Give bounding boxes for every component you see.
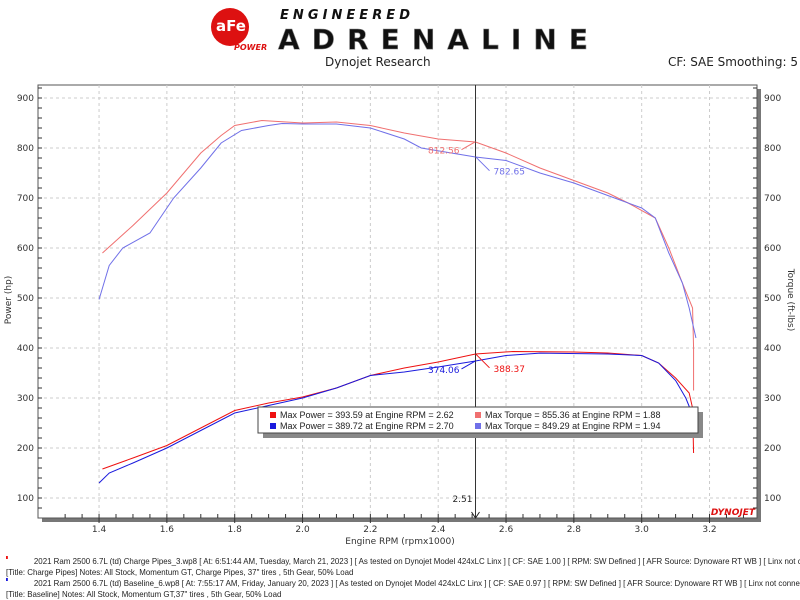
legend-swatch — [475, 423, 481, 429]
y-tick-label-right: 400 — [764, 344, 781, 354]
x-axis-label: Engine RPM (rpmx1000) — [345, 537, 454, 547]
chart-source: Dynojet Research — [325, 55, 431, 69]
run-color-marker — [6, 556, 8, 559]
footer-run-2: 2021 Ram 2500 6.7L (td) Baseline_6.wp8 [… — [6, 578, 800, 588]
x-tick-label: 3.2 — [702, 525, 716, 535]
x-tick-label: 2.0 — [295, 525, 310, 535]
legend-entry: Max Power = 393.59 at Engine RPM = 2.62 — [280, 410, 454, 420]
y-tick-label-right: 500 — [764, 294, 781, 304]
run-2-notes: [Title: Baseline] Notes: All Stock, Mome… — [6, 589, 282, 599]
x-tick-label: 1.4 — [92, 525, 107, 535]
dyno-chart: 1.4 1.6 1.8 2.0 2.2 2.4 2.6 2.8 3.0 3.2 100 100 200 2… — [4, 84, 795, 547]
y-axis-label-left: Power (hp) — [4, 276, 14, 325]
power2-line — [98, 352, 697, 484]
x-tick-label: 2.6 — [499, 525, 514, 535]
smoothing-info: CF: SAE Smoothing: 5 — [668, 55, 799, 69]
legend-swatch — [475, 412, 481, 418]
dynojet-watermark: DYNOJET — [711, 508, 756, 518]
torque1-line — [102, 119, 695, 391]
y-tick-label-right: 700 — [764, 194, 781, 204]
run-2-info: 2021 Ram 2500 6.7L (td) Baseline_6.wp8 [… — [33, 578, 800, 588]
y-axis-label-right: Torque (ft-lbs) — [785, 268, 795, 332]
y-tick-label-left: 700 — [17, 194, 34, 204]
svg-text:POWER: POWER — [234, 43, 267, 52]
y-tick-label-left: 900 — [17, 94, 34, 104]
legend-entry: Max Torque = 855.36 at Engine RPM = 1.88 — [485, 410, 660, 420]
peak-annotation: 388.37 — [494, 365, 526, 375]
peak-annotation: 782.65 — [494, 168, 526, 178]
annotation-arrow — [461, 360, 476, 370]
afe-adrenaline-logo: aFe POWER ENGINEERED ADRENALINE — [208, 4, 598, 56]
y-tick-label-right: 800 — [764, 144, 781, 154]
y-tick-label-left: 300 — [17, 394, 34, 404]
svg-text:ENGINEERED: ENGINEERED — [280, 8, 410, 23]
legend-entry: Max Power = 389.72 at Engine RPM = 2.70 — [280, 421, 454, 431]
annotation-arrow — [475, 156, 490, 172]
peak-annotation: 374.06 — [428, 366, 460, 376]
x-tick-label: 2.2 — [363, 525, 377, 535]
plot-area — [37, 84, 758, 519]
cursor-arrow — [471, 511, 480, 519]
legend-swatch — [270, 423, 276, 429]
y-tick-label-right: 100 — [764, 494, 781, 504]
run-1-notes: [Title: Charge Pipes] Notes: All Stock, … — [6, 567, 354, 577]
torque2-line — [98, 122, 697, 339]
svg-text:ADRENALINE: ADRENALINE — [278, 23, 588, 52]
y-tick-label-left: 500 — [17, 294, 34, 304]
y-tick-label-left: 600 — [17, 244, 34, 254]
run-1-info: 2021 Ram 2500 6.7L (td) Charge Pipes_3.w… — [33, 556, 800, 566]
x-tick-label: 3.0 — [635, 525, 650, 535]
svg-text:aFe: aFe — [216, 17, 246, 35]
y-tick-label-left: 100 — [17, 494, 34, 504]
x-tick-label: 2.4 — [431, 525, 446, 535]
cursor-label: 2.51 — [452, 495, 472, 505]
y-tick-label-right: 300 — [764, 394, 781, 404]
y-tick-label-left: 800 — [17, 144, 34, 154]
y-tick-label-right: 200 — [764, 444, 781, 454]
y-tick-label-right: 900 — [764, 94, 781, 104]
annotation-arrow — [475, 353, 490, 369]
x-tick-label: 1.6 — [160, 525, 175, 535]
peak-annotation: 812.56 — [428, 147, 460, 157]
legend-entry: Max Torque = 849.29 at Engine RPM = 1.94 — [485, 421, 660, 431]
x-tick-label: 2.8 — [567, 525, 582, 535]
footer-run-1: 2021 Ram 2500 6.7L (td) Charge Pipes_3.w… — [6, 556, 800, 566]
annotation-arrow — [461, 141, 476, 151]
power1-line — [102, 350, 695, 470]
y-tick-label-right: 600 — [764, 244, 781, 254]
y-tick-label-left: 200 — [17, 444, 34, 454]
y-tick-label-left: 400 — [17, 344, 34, 354]
run-color-marker — [6, 578, 8, 581]
x-tick-label: 1.8 — [228, 525, 243, 535]
legend-swatch — [270, 412, 276, 418]
